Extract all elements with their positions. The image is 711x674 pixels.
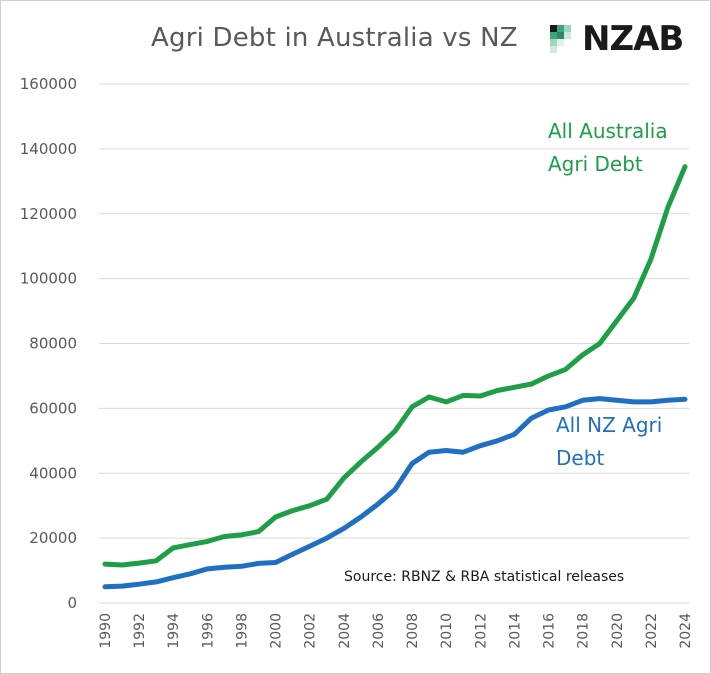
x-tick-label: 2020 xyxy=(610,613,626,649)
nzab-logo: NZAB xyxy=(550,19,690,59)
x-tick-label: 2024 xyxy=(678,613,694,649)
logo-mark-icon xyxy=(550,25,571,53)
x-tick-label: 1998 xyxy=(234,613,250,649)
y-tick-label: 160000 xyxy=(20,75,77,93)
x-tick-label: 1994 xyxy=(166,613,182,649)
x-tick-label: 2006 xyxy=(371,613,387,649)
y-tick-label: 100000 xyxy=(20,270,77,288)
y-tick-label: 40000 xyxy=(29,464,77,482)
x-tick-label: 2014 xyxy=(507,613,523,649)
y-tick-label: 80000 xyxy=(29,335,77,353)
nz-series-label: Debt xyxy=(556,446,604,470)
x-tick-label: 2010 xyxy=(439,613,455,649)
x-tick-label: 1990 xyxy=(98,613,114,649)
y-tick-label: 140000 xyxy=(20,140,77,158)
australia-series-label: Agri Debt xyxy=(548,152,643,176)
y-tick-label: 20000 xyxy=(29,529,77,547)
x-tick-label: 2002 xyxy=(303,613,319,649)
x-tick-label: 2022 xyxy=(644,613,660,649)
x-tick-label: 1992 xyxy=(132,613,148,649)
x-tick-label: 2016 xyxy=(542,613,558,649)
australia-debt-line xyxy=(102,164,688,568)
x-tick-label: 2008 xyxy=(405,613,421,649)
x-tick-label: 2012 xyxy=(473,613,489,649)
x-tick-label: 2004 xyxy=(337,613,353,649)
x-tick-label: 2018 xyxy=(576,613,592,649)
x-tick-label: 1996 xyxy=(200,613,216,649)
chart-title: Agri Debt in Australia vs NZ xyxy=(151,23,518,53)
logo-text: NZAB xyxy=(582,19,684,59)
nz-series-label: All NZ Agri xyxy=(556,413,662,437)
y-tick-label: 120000 xyxy=(20,205,77,223)
x-tick-label: 2000 xyxy=(269,613,285,649)
y-tick-label: 0 xyxy=(67,594,77,612)
y-tick-label: 60000 xyxy=(29,399,77,417)
source-annotation: Source: RBNZ & RBA statistical releases xyxy=(344,569,624,585)
nz-debt-line xyxy=(102,396,688,590)
australia-series-label: All Australia xyxy=(548,119,668,143)
